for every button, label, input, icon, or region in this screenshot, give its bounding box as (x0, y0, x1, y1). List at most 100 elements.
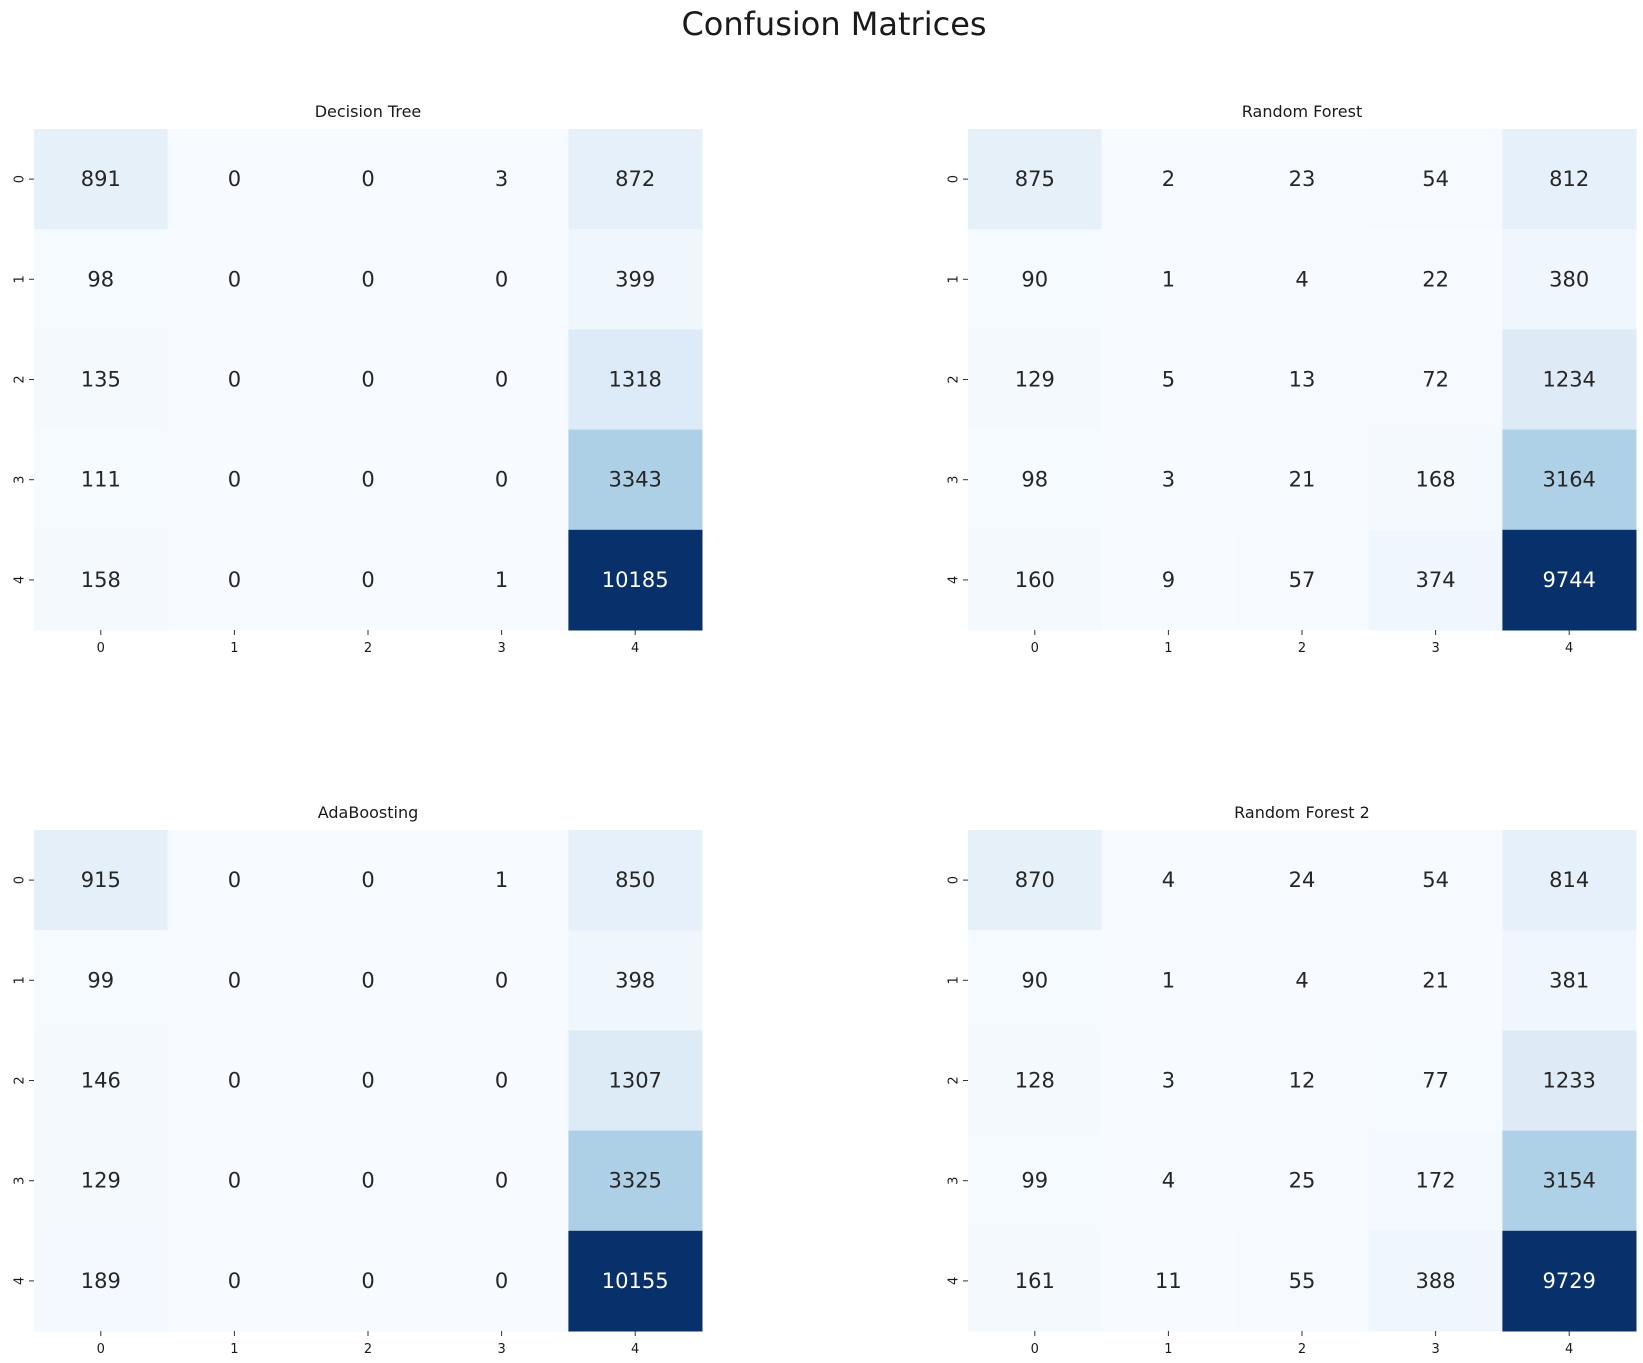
cell-value-label: 0 (361, 267, 374, 291)
x-tick-label: 2 (364, 1342, 372, 1357)
cell-value-label: 9729 (1542, 1269, 1595, 1293)
cell-value-label: 388 (1416, 1269, 1456, 1293)
y-tick-label: 0 (947, 876, 962, 884)
heatmap-cell (34, 429, 169, 531)
cell-value-label: 0 (361, 368, 374, 392)
cell-value-label: 99 (1021, 1169, 1048, 1193)
heatmap-cell (1502, 229, 1637, 330)
cell-value-label: 3154 (1542, 1169, 1595, 1193)
heatmap-cell (1101, 1230, 1236, 1332)
heatmap-cell (434, 229, 569, 330)
heatmap-cell (34, 830, 169, 931)
cell-value-label: 374 (1416, 568, 1456, 592)
cell-value-label: 54 (1422, 868, 1449, 892)
cell-value-label: 0 (361, 1069, 374, 1093)
cell-value-label: 3 (1162, 1069, 1175, 1093)
heatmap-cell (1502, 1030, 1637, 1132)
x-tick-label: 3 (497, 641, 505, 656)
heatmap-cell (1101, 329, 1236, 431)
heatmap-title: Random Forest (1242, 102, 1362, 121)
x-tick-label: 4 (631, 1342, 639, 1357)
heatmap-cell (434, 329, 569, 431)
heatmap-title: AdaBoosting (318, 803, 419, 822)
heatmap-cell (1235, 1030, 1370, 1132)
cell-value-label: 1318 (608, 368, 661, 392)
cell-value-label: 189 (81, 1269, 121, 1293)
heatmap-cell (301, 329, 436, 431)
heatmap-cell (1101, 930, 1236, 1031)
heatmap-cell (301, 830, 436, 931)
cell-value-label: 0 (228, 1069, 241, 1093)
cell-value-label: 0 (495, 267, 508, 291)
cell-value-label: 22 (1422, 267, 1449, 291)
heatmap-cell (968, 1030, 1103, 1132)
heatmap-cell (167, 1030, 302, 1132)
heatmap-cell (434, 930, 569, 1031)
y-tick-label: 1 (947, 275, 962, 283)
heatmap-cell (568, 1130, 703, 1232)
cell-value-label: 381 (1549, 968, 1589, 992)
cell-value-label: 0 (495, 1269, 508, 1293)
cell-value-label: 0 (228, 167, 241, 191)
cell-value-label: 129 (81, 1169, 121, 1193)
heatmap-cell (34, 930, 169, 1031)
cell-value-label: 129 (1015, 368, 1055, 392)
heatmap-cell (1502, 329, 1637, 431)
x-tick-label: 1 (230, 1342, 238, 1357)
cell-value-label: 812 (1549, 167, 1589, 191)
y-tick-label: 0 (13, 175, 28, 183)
cell-value-label: 13 (1289, 368, 1316, 392)
cell-value-label: 0 (228, 468, 241, 492)
cell-value-label: 1233 (1542, 1069, 1595, 1093)
heatmap-cell (968, 830, 1103, 931)
x-tick-label: 2 (1298, 641, 1306, 656)
y-tick-label: 2 (947, 1076, 962, 1084)
cell-value-label: 0 (495, 968, 508, 992)
cell-value-label: 161 (1015, 1269, 1055, 1293)
heatmap-cell (568, 229, 703, 330)
cell-value-label: 1 (495, 568, 508, 592)
y-tick-label: 4 (13, 1277, 28, 1285)
cell-value-label: 9 (1162, 568, 1175, 592)
heatmap-cell (167, 329, 302, 431)
heatmap-cell (968, 429, 1103, 531)
heatmap-cell (1368, 229, 1503, 330)
heatmap-cell (568, 429, 703, 531)
heatmap-cell (1101, 229, 1236, 330)
heatmap-cell (1101, 129, 1236, 230)
cell-value-label: 168 (1416, 468, 1456, 492)
y-tick-label: 0 (13, 876, 28, 884)
cell-value-label: 25 (1289, 1169, 1316, 1193)
cell-value-label: 5 (1162, 368, 1175, 392)
cell-value-label: 0 (228, 267, 241, 291)
cell-value-label: 4 (1295, 968, 1308, 992)
cell-value-label: 158 (81, 568, 121, 592)
figure-title: Confusion Matrices (681, 5, 986, 43)
cell-value-label: 3 (495, 167, 508, 191)
heatmap-cell (568, 129, 703, 230)
heatmap-cell (167, 129, 302, 230)
cell-value-label: 0 (495, 1069, 508, 1093)
heatmap-cell (1502, 830, 1637, 931)
heatmap-cell (167, 1130, 302, 1232)
y-tick-label: 0 (947, 175, 962, 183)
cell-value-label: 0 (495, 468, 508, 492)
heatmap-cell (1502, 930, 1637, 1031)
cell-value-label: 9744 (1542, 568, 1595, 592)
y-tick-label: 3 (947, 476, 962, 484)
cell-value-label: 146 (81, 1069, 121, 1093)
heatmap-cell (301, 529, 436, 631)
cell-value-label: 814 (1549, 868, 1589, 892)
heatmap-cell (1101, 830, 1236, 931)
cell-value-label: 1 (495, 868, 508, 892)
x-tick-label: 0 (97, 641, 105, 656)
cell-value-label: 24 (1289, 868, 1316, 892)
heatmap-cell (1368, 529, 1503, 631)
y-tick-label: 1 (13, 275, 28, 283)
heatmap-cell (34, 329, 169, 431)
cell-value-label: 2 (1162, 167, 1175, 191)
heatmap-title: Decision Tree (315, 102, 422, 121)
heatmap-cell (301, 429, 436, 531)
